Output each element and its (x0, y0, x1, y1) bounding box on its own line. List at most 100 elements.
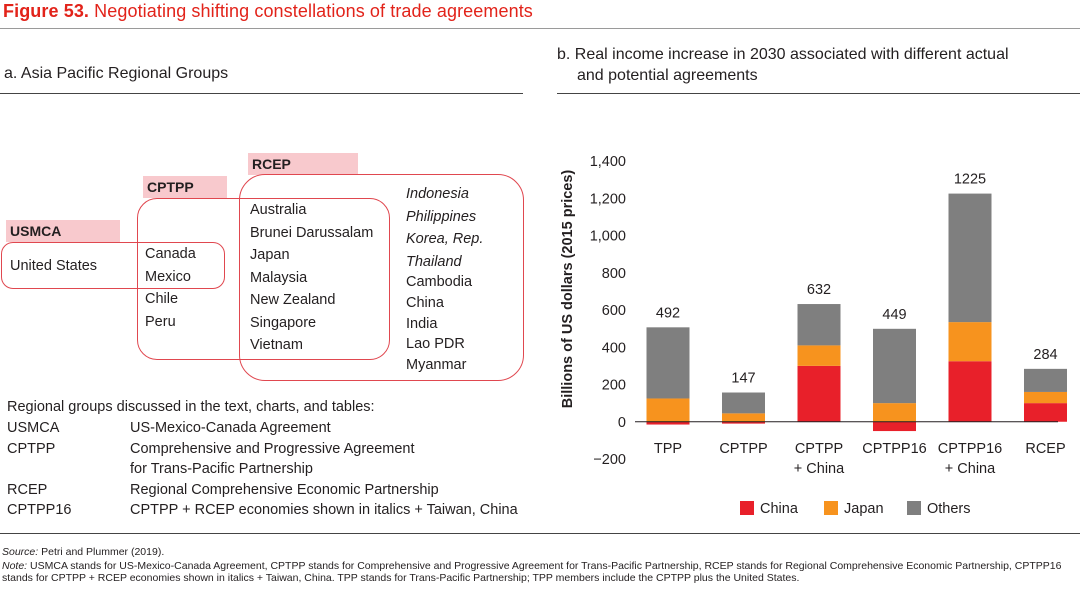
legend-label-china: China (760, 501, 799, 517)
y-tick-label: −200 (593, 452, 626, 468)
y-tick-label: 200 (602, 378, 626, 394)
country-name: Indonesia (406, 186, 469, 202)
figure-number: Figure 53. (3, 1, 90, 21)
y-axis-tick-labels: −200 0 200 400 600 800 1,000 1,200 1,400 (590, 154, 626, 468)
y-tick-label: 600 (602, 303, 626, 319)
y-tick-label: 400 (602, 340, 626, 356)
abbreviation-value: CPTPP + RCEP economies shown in italics … (130, 502, 518, 518)
country-name: Japan (250, 247, 290, 263)
bar-segment-others (948, 193, 992, 323)
abbreviation-row: CPTPP Comprehensive and Progressive Agre… (7, 439, 530, 460)
panel-b-title-line2: and potential agreements (577, 67, 758, 84)
bar-segment-china (1024, 403, 1067, 422)
abbreviation-value: Regional Comprehensive Economic Partners… (130, 481, 439, 498)
bar-segment-others (646, 327, 690, 399)
bar-total-label: 632 (807, 282, 831, 298)
bar-segment-others (873, 328, 916, 404)
abbreviation-table: USMCA US-Mexico-Canada Agreement CPTPP C… (7, 418, 530, 521)
country-name: Cambodia (406, 274, 473, 290)
abbreviation-row: USMCA US-Mexico-Canada Agreement (7, 418, 530, 439)
panel-b-title-line1: b. Real income increase in 2030 associat… (557, 46, 1009, 63)
country-name: Brunei Darussalam (250, 224, 374, 241)
bar-segment-china (797, 365, 841, 422)
x-tick-label: TPP (654, 441, 682, 457)
country-name: Canada (145, 246, 196, 262)
note-label: Note: (2, 560, 28, 572)
cptpp-group-label: CPTPP (143, 176, 227, 198)
usmca-cptpp-list: Canada Mexico (145, 243, 196, 288)
x-tick-label: + China (794, 461, 845, 477)
abbreviation-intro: Regional groups discussed in the text, c… (7, 399, 375, 415)
abbreviation-key (7, 459, 130, 480)
abbreviation-key: RCEP (7, 481, 48, 498)
bar-total-label: 492 (656, 305, 680, 321)
panel-b-divider (557, 93, 1080, 94)
x-tick-label: + China (945, 461, 996, 477)
bar-segment-others (1024, 368, 1067, 392)
usmca-only-list: United States (10, 255, 97, 278)
abbreviation-key: CPTPP16 (7, 502, 72, 518)
y-tick-label: 1,400 (590, 154, 626, 170)
legend-swatch-japan (824, 501, 838, 515)
rcep-group-box (239, 174, 524, 381)
y-tick-label: 1,000 (590, 229, 626, 245)
abbreviation-row: CPTPP16 CPTPP + RCEP economies shown in … (7, 500, 530, 521)
bar-segment-japan (1024, 391, 1067, 404)
country-name: India (406, 315, 438, 332)
bar-segment-japan (722, 413, 765, 422)
abbreviation-row: RCEP Regional Comprehensive Economic Par… (7, 480, 530, 501)
bar-segment-japan (646, 398, 690, 422)
bar-segment-japan (873, 403, 916, 422)
bar-segment-china (948, 361, 992, 422)
abbreviation-key: CPTPP (7, 440, 56, 457)
bar-total-label: 449 (882, 307, 906, 323)
bar-segment-japan (948, 322, 992, 362)
country-name: Australia (250, 202, 307, 218)
figure-title-text: Negotiating shifting constellations of t… (94, 1, 533, 21)
abbreviation-value: for Trans-Pacific Partnership (130, 461, 313, 477)
country-name: Mexico (145, 268, 191, 285)
y-tick-label: 800 (602, 266, 626, 282)
cptpp-only-list: Chile Peru (145, 288, 178, 333)
country-name: Peru (145, 313, 176, 330)
country-name: Singapore (250, 314, 317, 331)
bar-segment-others (722, 392, 765, 414)
abbreviation-key: USMCA (7, 420, 60, 436)
abbreviation-row: for Trans-Pacific Partnership (7, 459, 530, 480)
cptpp-rcep-list: Australia Brunei Darussalam Japan Malays… (250, 199, 373, 357)
y-axis-label: Billions of US dollars (2015 prices) (560, 170, 576, 409)
rcep-italic-list: Indonesia Philippines Korea, Rep. Thaila… (406, 183, 483, 273)
abbreviation-value: Comprehensive and Progressive Agreement (130, 440, 415, 457)
country-name: Korea, Rep. (406, 231, 484, 248)
x-tick-label: CPTPP16 (862, 441, 926, 457)
country-name: United States (10, 258, 98, 274)
x-tick-label: CPTPP (719, 441, 767, 457)
country-name: Vietnam (250, 337, 303, 353)
legend-label-others: Others (927, 501, 971, 517)
bar-total-label: 284 (1033, 347, 1057, 363)
title-divider (0, 28, 1080, 29)
bar-total-label: 1225 (954, 172, 986, 188)
source-line: Source: Petri and Plummer (2019). (2, 546, 164, 558)
panel-a-divider (0, 93, 523, 94)
note-line: Note: USMCA stands for US-Mexico-Canada … (2, 560, 1080, 584)
source-text: Petri and Plummer (2019). (38, 546, 165, 558)
figure-title: Figure 53. Negotiating shifting constell… (3, 1, 533, 22)
usmca-group-box (1, 242, 225, 289)
country-name: China (406, 294, 444, 311)
y-tick-label: 1,200 (590, 191, 626, 207)
country-name: Malaysia (250, 269, 308, 286)
country-name: Philippines (406, 208, 477, 225)
bar-total-label: 147 (731, 371, 755, 387)
rcep-group-label: RCEP (248, 153, 358, 175)
x-axis-tick-labels: TPP CPTPP CPTPP + China CPTPP16 CPTPP16 + Chin… (654, 441, 1066, 477)
country-name: Myanmar (406, 357, 467, 374)
bar-segment-china (873, 421, 916, 432)
bar-segment-china (646, 421, 690, 425)
bar-segment-china (722, 421, 765, 424)
legend-swatch-china (740, 501, 754, 515)
bars (646, 193, 1067, 432)
source-label: Source: (2, 546, 39, 558)
bar-segment-others (797, 304, 841, 346)
footer-divider (0, 533, 1080, 534)
